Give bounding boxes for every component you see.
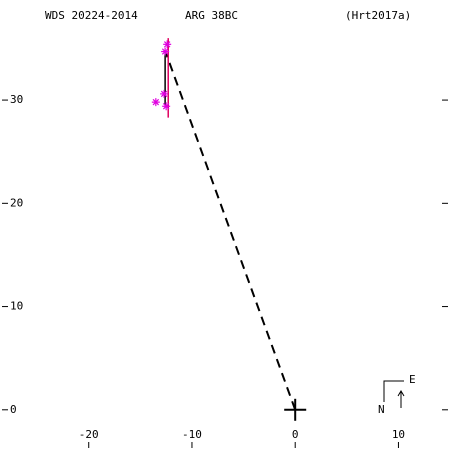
compass: [383, 380, 405, 408]
x-tick-label: -10: [182, 428, 202, 441]
observation: [161, 47, 170, 56]
observation: [163, 40, 172, 49]
primary-star: [284, 398, 307, 421]
x-tick-label: -20: [79, 428, 99, 441]
asterisk-stroke: [161, 48, 169, 55]
asterisk-stroke: [163, 41, 171, 48]
x-tick-label: 0: [292, 428, 299, 441]
chart-subtitle: ARG 38BC: [185, 9, 238, 22]
compass-arrowhead: [397, 390, 405, 397]
y-tick-label: 10: [10, 300, 23, 313]
y-tick-label: 30: [10, 93, 23, 106]
orbit-link: [165, 53, 297, 411]
x-tick-label: 10: [392, 428, 405, 441]
y-tick-label: 20: [10, 196, 23, 209]
asterisk-stroke: [162, 103, 170, 110]
observation: [151, 98, 160, 107]
chart-title: WDS 20224-2014: [45, 9, 138, 22]
compass-north: N: [378, 403, 385, 416]
observation: [160, 89, 169, 98]
reference: (Hrt2017a): [345, 9, 411, 22]
y-tick-label: 0: [10, 403, 17, 416]
compass-east: E: [409, 373, 416, 386]
observation: [162, 102, 171, 111]
asterisk-stroke: [160, 90, 168, 98]
asterisk-stroke: [152, 98, 160, 106]
compass-axes: [383, 380, 404, 402]
